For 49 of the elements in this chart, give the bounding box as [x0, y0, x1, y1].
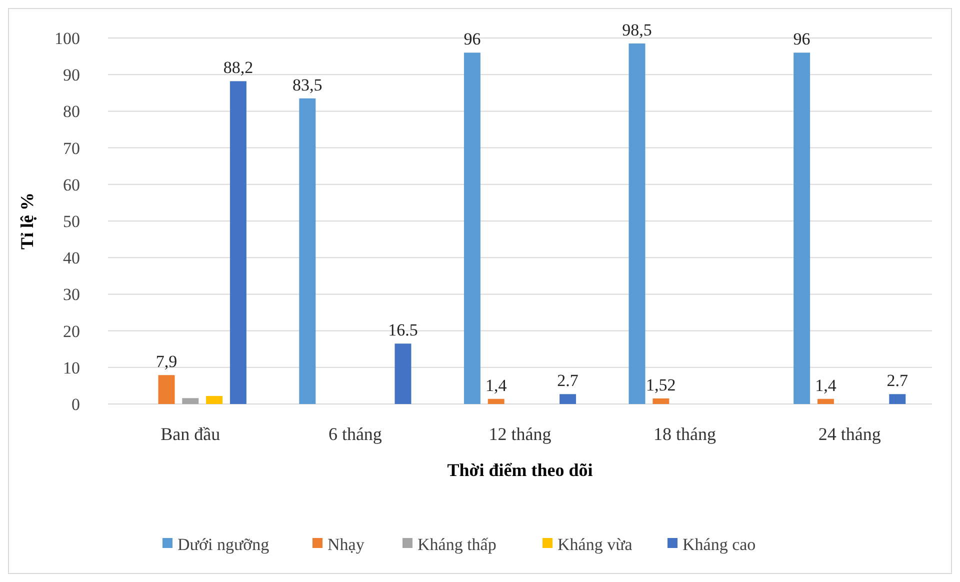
- data-label: 98,5: [622, 20, 652, 40]
- legend-label: Kháng thấp: [418, 534, 496, 554]
- x-tick-label: 24 tháng: [818, 424, 881, 444]
- bar: [299, 98, 316, 404]
- bar: [158, 375, 175, 404]
- y-tick-label: 10: [63, 358, 80, 378]
- bar: [230, 81, 246, 404]
- x-tick-label: Ban đầu: [160, 424, 220, 444]
- data-label: 96: [793, 30, 810, 49]
- y-axis-title: Tỉ lệ %: [17, 192, 37, 250]
- data-label: 1,52: [646, 375, 676, 394]
- data-label: 88,2: [223, 58, 254, 78]
- data-label: 1,4: [485, 376, 508, 395]
- bar: [652, 398, 670, 404]
- bar: [206, 396, 223, 404]
- data-label: 96: [464, 30, 481, 49]
- y-tick-label: 30: [63, 285, 80, 304]
- y-tick-label: 0: [72, 394, 80, 414]
- y-tick-label: 20: [63, 322, 80, 341]
- y-tick-label: 70: [63, 138, 80, 158]
- bar: [488, 398, 504, 404]
- bar: [628, 43, 646, 404]
- x-tick-label: 12 tháng: [488, 424, 552, 444]
- legend-label: Nhạy: [328, 534, 365, 554]
- y-tick-label: 40: [63, 248, 80, 268]
- x-tick-label: 6 tháng: [328, 424, 382, 444]
- bar: [182, 398, 199, 404]
- bar: [560, 394, 576, 404]
- bar: [394, 344, 412, 404]
- legend-label: Kháng vừa: [558, 534, 633, 554]
- y-tick-label: 90: [63, 66, 80, 85]
- legend-label: Kháng cao: [682, 534, 756, 554]
- data-label: 83,5: [292, 75, 322, 94]
- y-tick-label: 100: [54, 28, 80, 48]
- bar: [464, 52, 480, 404]
- data-label: 16.5: [388, 320, 418, 340]
- data-label: 2.7: [557, 371, 579, 390]
- y-tick-label: 80: [63, 102, 80, 122]
- data-label: 1,4: [815, 376, 837, 395]
- x-tick-label: 18 tháng: [654, 424, 716, 444]
- x-axis-title: Thời điểm theo dõi: [447, 460, 593, 480]
- y-tick-label: 60: [63, 175, 80, 194]
- y-tick-label: 50: [63, 212, 80, 231]
- legend-label: Dưới ngưỡng: [178, 534, 270, 554]
- bar: [889, 394, 906, 404]
- bar: [817, 398, 834, 404]
- bar: [794, 52, 810, 404]
- data-label: 7,9: [156, 352, 178, 372]
- data-label: 2.7: [886, 371, 909, 390]
